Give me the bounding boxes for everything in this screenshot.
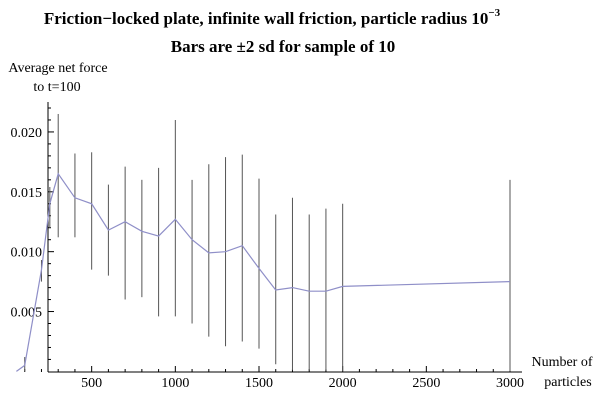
series [16,172,511,372]
x-tick-label: 2500 [412,376,440,391]
error-bars [24,113,511,372]
x-tick-label: 500 [81,376,102,391]
x-tick-label: 3000 [496,376,524,391]
x-axis-label-line2: particles [544,375,591,390]
x-tick-label: 1500 [245,376,273,391]
x-axis-label-line1: Number of [531,355,592,370]
y-tick-label: 0.005 [11,306,43,321]
chart-title-main: Friction−locked plate, infinite wall fri… [44,9,489,28]
y-axis-label-line2: to t=100 [33,80,80,95]
x-tick-label: 2000 [329,376,357,391]
chart-title-exponent: −3 [488,7,500,19]
y-tick-label: 0.015 [11,186,43,201]
chart-title: Friction−locked plate, infinite wall fri… [44,7,501,28]
x-ticks: 500 1000 1500 2000 2500 3000 [24,366,524,391]
y-tick-label: 0.020 [11,126,43,141]
series-line [16,172,511,372]
chart-subtitle: Bars are ±2 sd for sample of 10 [171,37,396,56]
y-tick-label: 0.010 [11,246,43,261]
y-axis-label-line1: Average net force [8,61,107,76]
x-tick-label: 1000 [161,376,189,391]
